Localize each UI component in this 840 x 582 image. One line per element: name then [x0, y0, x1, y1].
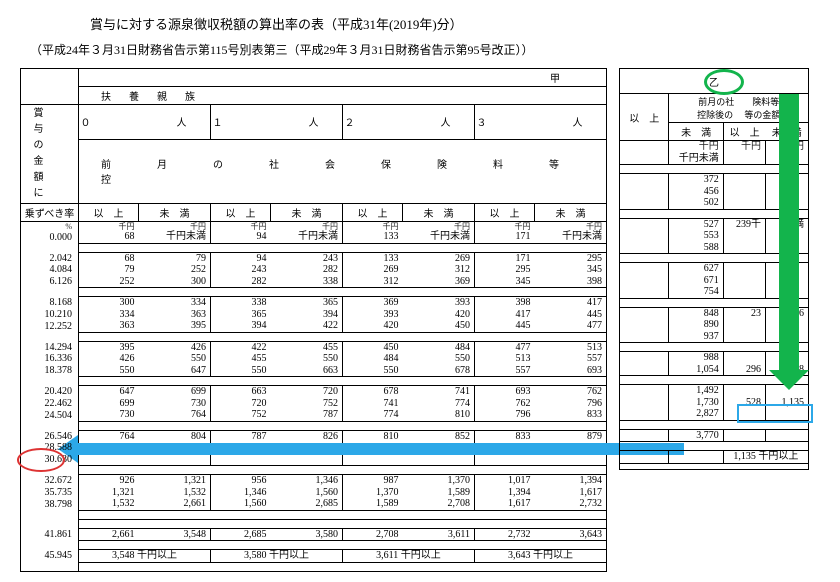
rate-0: 0.000 — [21, 231, 79, 243]
dep-2: ２ 人 — [343, 105, 475, 140]
pair-b0: 未 満 — [139, 204, 211, 222]
green-arrow — [779, 94, 799, 374]
blue-box — [737, 404, 813, 423]
table-row: 4.08479252243282269312295345 — [21, 264, 607, 276]
table-row: 6.126252300282338312369345398 — [21, 276, 607, 288]
page-subtitle: （平成24年３月31日財務省告示第115号別表第三（平成29年３月31日財務省告… — [30, 41, 820, 58]
otsu-title: 乙 — [620, 69, 809, 94]
green-circle — [704, 69, 744, 95]
table-row: 18.378550647550663550678557693 — [21, 365, 607, 377]
red-circle — [17, 448, 65, 472]
page-title: 賞与に対する源泉徴収税額の算出率の表（平成31年(2019年)分） — [90, 14, 820, 33]
dep-3: ３ 人 — [475, 105, 607, 140]
table-row: 16.336426550455550484550513557 — [21, 353, 607, 365]
otsu-wrap: 乙 以 上 前月の社 険料等 控除後の 等の金額 未 満 以 上 未 満 千円 … — [619, 68, 809, 470]
hdr-fu: 扶 養 親 族 — [79, 87, 607, 105]
table-row: 12.252363395394422420450445477 — [21, 320, 607, 332]
otsu-ijo: 以 上 — [620, 94, 669, 141]
table-row: 38.7981,5322,6611,5602,6851,5892,7081,61… — [21, 498, 607, 510]
table-row: 20.420647699663720678741693762 — [21, 386, 607, 398]
table-row: 24.504730764752787774810796833 — [21, 409, 607, 421]
table-row: 14.294395426422455450484477513 — [21, 341, 607, 353]
dep-1: １ 人 — [211, 105, 343, 140]
main-table-wrap: 甲 扶 養 親 族 賞与の金額に ０ 人 １ 人 ２ 人 ３ 人 前 月 の 社… — [20, 68, 607, 572]
table-row: 32.6729261,3219561,3469871,3701,0171,394 — [21, 475, 607, 487]
table-row: 30.630 — [21, 454, 607, 466]
table-row: 8.168300334338365369393398417 — [21, 297, 607, 309]
table-row: 26.546764804787826810852833879 — [21, 430, 607, 442]
table-row: 10.210334363365394393420417445 — [21, 309, 607, 321]
main-table: 甲 扶 養 親 族 賞与の金額に ０ 人 １ 人 ２ 人 ３ 人 前 月 の 社… — [20, 68, 607, 572]
table-row: 22.462699730720752741774762796 — [21, 398, 607, 410]
rate-45: 45.945 — [21, 550, 79, 563]
hdr-shaho: 前 月 の 社 会 保 険 料 等 控 — [79, 139, 607, 203]
rate-hdr-2: 乗ずべき率 — [22, 205, 77, 220]
rate-41: 41.861 — [21, 528, 79, 541]
pair-a0: 以 上 — [79, 204, 139, 222]
hdr-ko: 甲 — [79, 69, 607, 87]
table-row: 35.7351,3211,5321,3461,5601,3701,5891,39… — [21, 487, 607, 499]
rate-hdr-1: 賞与の金額に — [22, 106, 77, 202]
table-row: 2.042687994243133269171295 — [21, 252, 607, 264]
dep-0: ０ 人 — [79, 105, 211, 140]
unit-pct: % — [21, 222, 79, 232]
